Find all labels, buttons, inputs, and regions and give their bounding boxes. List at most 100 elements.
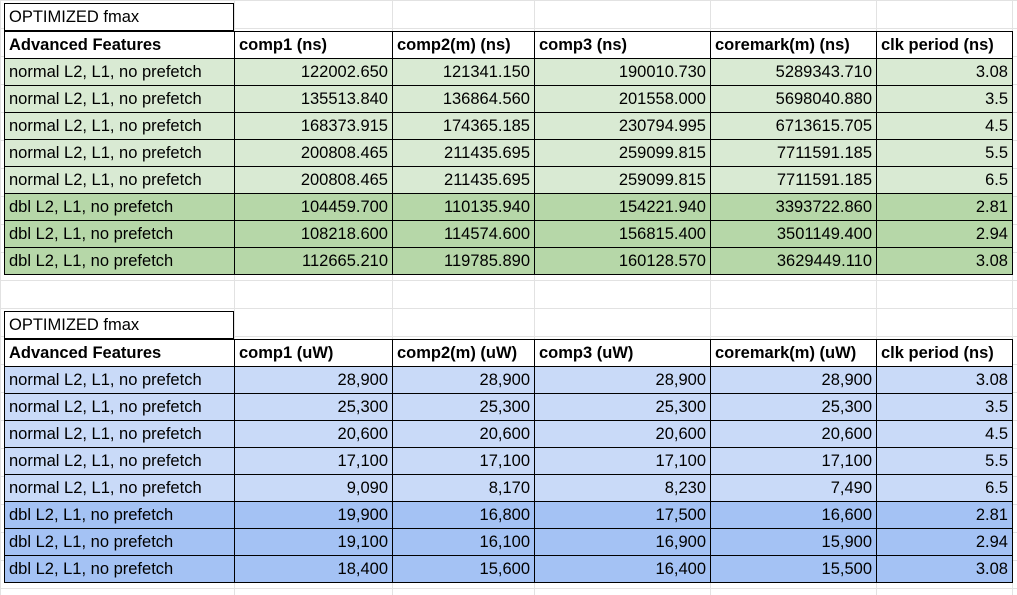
value-cell[interactable]: 17,100 [534,447,711,475]
feature-cell[interactable]: normal L2, L1, no prefetch [4,366,235,394]
feature-cell[interactable]: normal L2, L1, no prefetch [4,112,235,140]
feature-cell[interactable]: normal L2, L1, no prefetch [4,420,235,448]
feature-cell[interactable]: dbl L2, L1, no prefetch [4,501,235,529]
value-cell[interactable]: 2.81 [876,501,1013,529]
value-cell[interactable]: 3.5 [876,393,1013,421]
header-cell[interactable]: coremark(m) (ns) [710,31,877,59]
value-cell[interactable]: 19,900 [234,501,393,529]
value-cell[interactable]: 154221.940 [534,193,711,221]
value-cell[interactable]: 5.5 [876,139,1013,167]
value-cell[interactable]: 28,900 [710,366,877,394]
value-cell[interactable]: 121341.150 [392,58,535,86]
value-cell[interactable]: 8,230 [534,474,711,502]
value-cell[interactable]: 25,300 [234,393,393,421]
value-cell[interactable]: 156815.400 [534,220,711,248]
header-cell[interactable]: Advanced Features [4,339,235,367]
value-cell[interactable]: 28,900 [234,366,393,394]
feature-cell[interactable]: dbl L2, L1, no prefetch [4,193,235,221]
value-cell[interactable]: 110135.940 [392,193,535,221]
value-cell[interactable]: 211435.695 [392,139,535,167]
header-cell[interactable]: comp3 (uW) [534,339,711,367]
value-cell[interactable]: 211435.695 [392,166,535,194]
value-cell[interactable]: 4.5 [876,420,1013,448]
value-cell[interactable]: 259099.815 [534,166,711,194]
feature-cell[interactable]: dbl L2, L1, no prefetch [4,555,235,583]
value-cell[interactable]: 17,500 [534,501,711,529]
value-cell[interactable]: 7711591.185 [710,166,877,194]
value-cell[interactable]: 16,900 [534,528,711,556]
value-cell[interactable]: 28,900 [534,366,711,394]
value-cell[interactable]: 200808.465 [234,166,393,194]
value-cell[interactable]: 3.08 [876,58,1013,86]
header-cell[interactable]: Advanced Features [4,31,235,59]
value-cell[interactable]: 2.94 [876,528,1013,556]
value-cell[interactable]: 3.08 [876,366,1013,394]
value-cell[interactable]: 16,100 [392,528,535,556]
value-cell[interactable]: 190010.730 [534,58,711,86]
value-cell[interactable]: 230794.995 [534,112,711,140]
value-cell[interactable]: 6.5 [876,474,1013,502]
feature-cell[interactable]: normal L2, L1, no prefetch [4,447,235,475]
bottom-table-title-cell[interactable]: OPTIMIZED fmax [4,311,234,339]
header-cell[interactable]: clk period (ns) [876,31,1013,59]
header-cell[interactable]: comp1 (ns) [234,31,393,59]
value-cell[interactable]: 25,300 [534,393,711,421]
value-cell[interactable]: 5289343.710 [710,58,877,86]
feature-cell[interactable]: normal L2, L1, no prefetch [4,85,235,113]
header-cell[interactable]: coremark(m) (uW) [710,339,877,367]
value-cell[interactable]: 8,170 [392,474,535,502]
value-cell[interactable]: 20,600 [710,420,877,448]
value-cell[interactable]: 16,800 [392,501,535,529]
value-cell[interactable]: 108218.600 [234,220,393,248]
value-cell[interactable]: 20,600 [234,420,393,448]
value-cell[interactable]: 18,400 [234,555,393,583]
value-cell[interactable]: 2.81 [876,193,1013,221]
value-cell[interactable]: 3393722.860 [710,193,877,221]
value-cell[interactable]: 135513.840 [234,85,393,113]
value-cell[interactable]: 2.94 [876,220,1013,248]
feature-cell[interactable]: normal L2, L1, no prefetch [4,474,235,502]
value-cell[interactable]: 20,600 [534,420,711,448]
value-cell[interactable]: 112665.210 [234,247,393,275]
value-cell[interactable]: 3.08 [876,555,1013,583]
value-cell[interactable]: 5698040.880 [710,85,877,113]
value-cell[interactable]: 160128.570 [534,247,711,275]
top-table-title-cell[interactable]: OPTIMIZED fmax [4,3,234,31]
value-cell[interactable]: 4.5 [876,112,1013,140]
feature-cell[interactable]: dbl L2, L1, no prefetch [4,247,235,275]
feature-cell[interactable]: dbl L2, L1, no prefetch [4,528,235,556]
feature-cell[interactable]: normal L2, L1, no prefetch [4,58,235,86]
value-cell[interactable]: 16,600 [710,501,877,529]
value-cell[interactable]: 9,090 [234,474,393,502]
value-cell[interactable]: 3501149.400 [710,220,877,248]
value-cell[interactable]: 3.08 [876,247,1013,275]
feature-cell[interactable]: normal L2, L1, no prefetch [4,166,235,194]
value-cell[interactable]: 20,600 [392,420,535,448]
value-cell[interactable]: 201558.000 [534,85,711,113]
feature-cell[interactable]: normal L2, L1, no prefetch [4,139,235,167]
value-cell[interactable]: 16,400 [534,555,711,583]
value-cell[interactable]: 122002.650 [234,58,393,86]
value-cell[interactable]: 7,490 [710,474,877,502]
feature-cell[interactable]: normal L2, L1, no prefetch [4,393,235,421]
value-cell[interactable]: 25,300 [710,393,877,421]
header-cell[interactable]: comp1 (uW) [234,339,393,367]
value-cell[interactable]: 259099.815 [534,139,711,167]
value-cell[interactable]: 7711591.185 [710,139,877,167]
value-cell[interactable]: 25,300 [392,393,535,421]
value-cell[interactable]: 6.5 [876,166,1013,194]
feature-cell[interactable]: dbl L2, L1, no prefetch [4,220,235,248]
value-cell[interactable]: 3.5 [876,85,1013,113]
value-cell[interactable]: 168373.915 [234,112,393,140]
value-cell[interactable]: 15,500 [710,555,877,583]
value-cell[interactable]: 19,100 [234,528,393,556]
value-cell[interactable]: 200808.465 [234,139,393,167]
value-cell[interactable]: 15,900 [710,528,877,556]
value-cell[interactable]: 104459.700 [234,193,393,221]
value-cell[interactable]: 5.5 [876,447,1013,475]
value-cell[interactable]: 136864.560 [392,85,535,113]
value-cell[interactable]: 17,100 [710,447,877,475]
value-cell[interactable]: 28,900 [392,366,535,394]
value-cell[interactable]: 17,100 [234,447,393,475]
header-cell[interactable]: comp2(m) (uW) [392,339,535,367]
